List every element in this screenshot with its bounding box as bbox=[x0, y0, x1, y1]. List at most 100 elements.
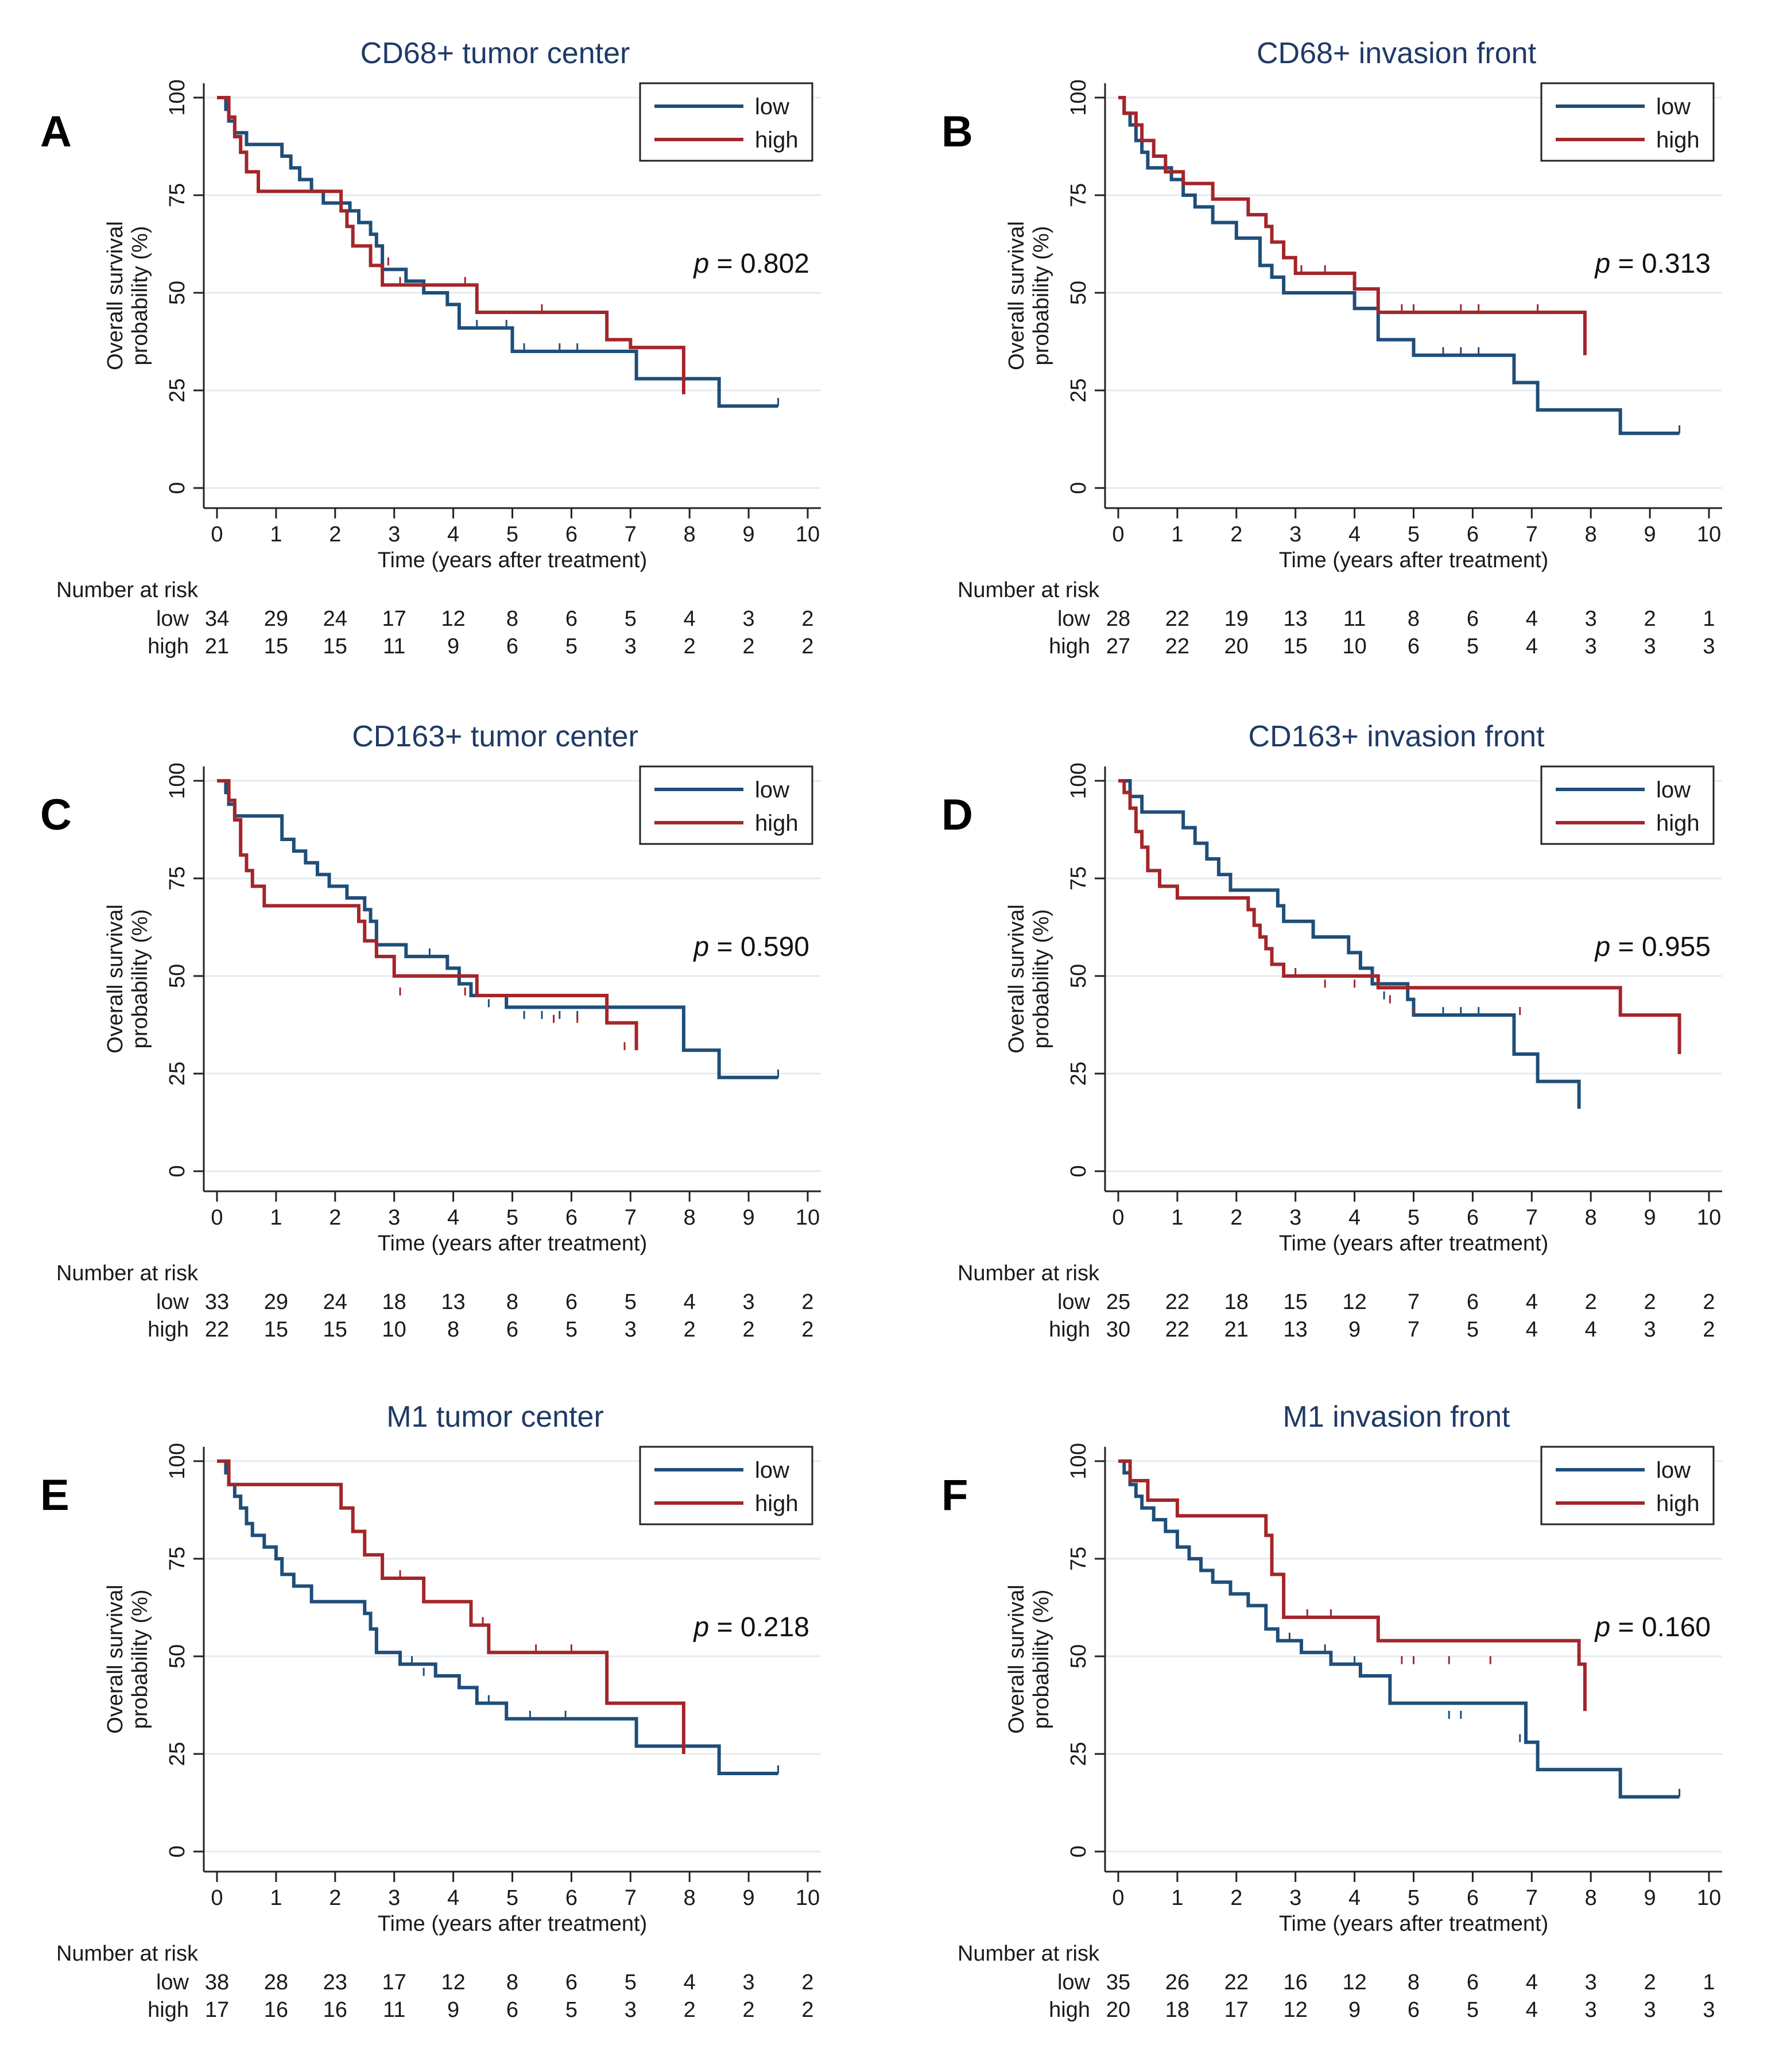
x-tick-label: 2 bbox=[1230, 1206, 1242, 1230]
risk-count-high: 17 bbox=[205, 1998, 229, 2022]
y-tick-label: 75 bbox=[1067, 866, 1091, 890]
series-line-low bbox=[1118, 1459, 1680, 1799]
risk-count-high: 15 bbox=[323, 1318, 347, 1342]
x-tick-label: 5 bbox=[506, 1206, 518, 1230]
risk-count-low: 19 bbox=[1224, 607, 1249, 631]
risk-table-header: Number at risk bbox=[56, 1942, 199, 1966]
y-tick-label: 50 bbox=[165, 1644, 189, 1668]
legend-box bbox=[1540, 1446, 1715, 1525]
x-tick-label: 0 bbox=[211, 522, 223, 547]
legend-label-low: low bbox=[1656, 777, 1691, 803]
y-tick-label: 100 bbox=[165, 1443, 189, 1479]
x-tick-label: 8 bbox=[1585, 522, 1597, 547]
series-line-low bbox=[1118, 779, 1581, 1109]
risk-count-high: 15 bbox=[1284, 634, 1308, 659]
y-axis-title-line2: probability (%) bbox=[128, 909, 152, 1049]
x-tick-label: 10 bbox=[1697, 522, 1721, 547]
chart-title: M1 tumor center bbox=[386, 1400, 604, 1434]
risk-count-high: 2 bbox=[1703, 1318, 1715, 1342]
x-tick-label: 0 bbox=[211, 1206, 223, 1230]
risk-count-high: 6 bbox=[1408, 634, 1420, 659]
y-tick-label: 0 bbox=[1067, 482, 1091, 494]
x-tick-label: 1 bbox=[1171, 1206, 1183, 1230]
y-axis-title-line2: probability (%) bbox=[1029, 1590, 1053, 1729]
series-line-low bbox=[217, 1459, 778, 1775]
risk-count-high: 10 bbox=[382, 1318, 406, 1342]
risk-table-header: Number at risk bbox=[958, 578, 1100, 602]
risk-count-low: 6 bbox=[565, 1290, 578, 1314]
risk-count-high: 22 bbox=[1165, 1318, 1189, 1342]
risk-count-high: 3 bbox=[1644, 1318, 1656, 1342]
x-tick-label: 10 bbox=[796, 522, 820, 547]
y-tick-label: 100 bbox=[1067, 1443, 1091, 1479]
risk-count-low: 12 bbox=[1342, 1290, 1366, 1314]
series-line-high bbox=[1118, 96, 1587, 355]
risk-count-low: 2 bbox=[1644, 1290, 1656, 1314]
p-value-number: = 0.802 bbox=[709, 249, 809, 279]
chart-title: CD68+ tumor center bbox=[361, 37, 630, 70]
x-tick-label: 0 bbox=[211, 1886, 223, 1910]
x-tick-label: 9 bbox=[743, 1206, 755, 1230]
x-tick-label: 3 bbox=[388, 1206, 400, 1230]
risk-count-low: 4 bbox=[684, 607, 696, 631]
risk-count-high: 5 bbox=[1467, 634, 1479, 659]
risk-count-high: 5 bbox=[1467, 1998, 1479, 2022]
legend-label-high: high bbox=[1656, 1491, 1700, 1516]
y-tick-label: 0 bbox=[1067, 1845, 1091, 1857]
risk-count-low: 11 bbox=[1343, 607, 1366, 631]
x-tick-label: 7 bbox=[1526, 1886, 1538, 1910]
y-tick-label: 50 bbox=[165, 964, 189, 988]
risk-count-high: 2 bbox=[684, 1998, 696, 2022]
x-tick-label: 9 bbox=[1644, 522, 1656, 547]
x-tick-label: 5 bbox=[1408, 1206, 1420, 1230]
y-tick-label: 50 bbox=[1067, 964, 1091, 988]
risk-count-high: 6 bbox=[506, 634, 518, 659]
risk-count-low: 28 bbox=[1106, 607, 1130, 631]
risk-count-high: 3 bbox=[1585, 1998, 1597, 2022]
p-value: p = 0.955 bbox=[1594, 932, 1711, 962]
p-value: p = 0.590 bbox=[692, 932, 809, 962]
risk-count-high: 9 bbox=[447, 634, 459, 659]
risk-count-low: 17 bbox=[382, 607, 406, 631]
y-tick-label: 25 bbox=[1067, 1062, 1091, 1086]
risk-count-high: 2 bbox=[684, 1318, 696, 1342]
risk-count-low: 2 bbox=[1644, 607, 1656, 631]
risk-count-high: 3 bbox=[625, 634, 637, 659]
legend-label-low: low bbox=[755, 1458, 789, 1483]
risk-count-high: 4 bbox=[1526, 1998, 1538, 2022]
x-tick-label: 2 bbox=[1230, 522, 1242, 547]
risk-row-label-low: low bbox=[1057, 1290, 1091, 1314]
x-axis-title: Time (years after treatment) bbox=[378, 1231, 648, 1256]
risk-count-high: 2 bbox=[743, 634, 755, 659]
risk-count-low: 8 bbox=[1408, 607, 1420, 631]
x-tick-label: 2 bbox=[1230, 1886, 1242, 1910]
series-line-high bbox=[217, 96, 685, 394]
x-tick-label: 9 bbox=[743, 1886, 755, 1910]
x-tick-label: 2 bbox=[329, 1206, 341, 1230]
x-tick-label: 4 bbox=[1348, 522, 1361, 547]
x-tick-label: 10 bbox=[796, 1206, 820, 1230]
x-tick-label: 8 bbox=[1585, 1206, 1597, 1230]
y-tick-label: 25 bbox=[1067, 1742, 1091, 1766]
risk-count-high: 21 bbox=[1224, 1318, 1249, 1342]
chart-title: CD68+ invasion front bbox=[1257, 37, 1537, 70]
risk-count-low: 5 bbox=[625, 1290, 637, 1314]
risk-count-low: 25 bbox=[1106, 1290, 1130, 1314]
p-value: p = 0.218 bbox=[692, 1612, 809, 1643]
risk-count-low: 18 bbox=[382, 1290, 406, 1314]
risk-count-high: 6 bbox=[506, 1998, 518, 2022]
risk-count-low: 34 bbox=[205, 607, 229, 631]
risk-count-low: 18 bbox=[1224, 1290, 1249, 1314]
risk-count-high: 15 bbox=[323, 634, 347, 659]
x-tick-label: 9 bbox=[743, 522, 755, 547]
risk-count-low: 35 bbox=[1106, 1970, 1130, 1994]
risk-count-low: 12 bbox=[441, 607, 465, 631]
risk-count-low: 12 bbox=[441, 1970, 465, 1994]
risk-count-high: 2 bbox=[743, 1318, 755, 1342]
risk-count-low: 1 bbox=[1703, 1970, 1715, 1994]
panel-letter: E bbox=[40, 1471, 69, 1520]
risk-count-high: 16 bbox=[264, 1998, 288, 2022]
risk-count-low: 6 bbox=[565, 607, 578, 631]
x-tick-label: 0 bbox=[1112, 1886, 1124, 1910]
